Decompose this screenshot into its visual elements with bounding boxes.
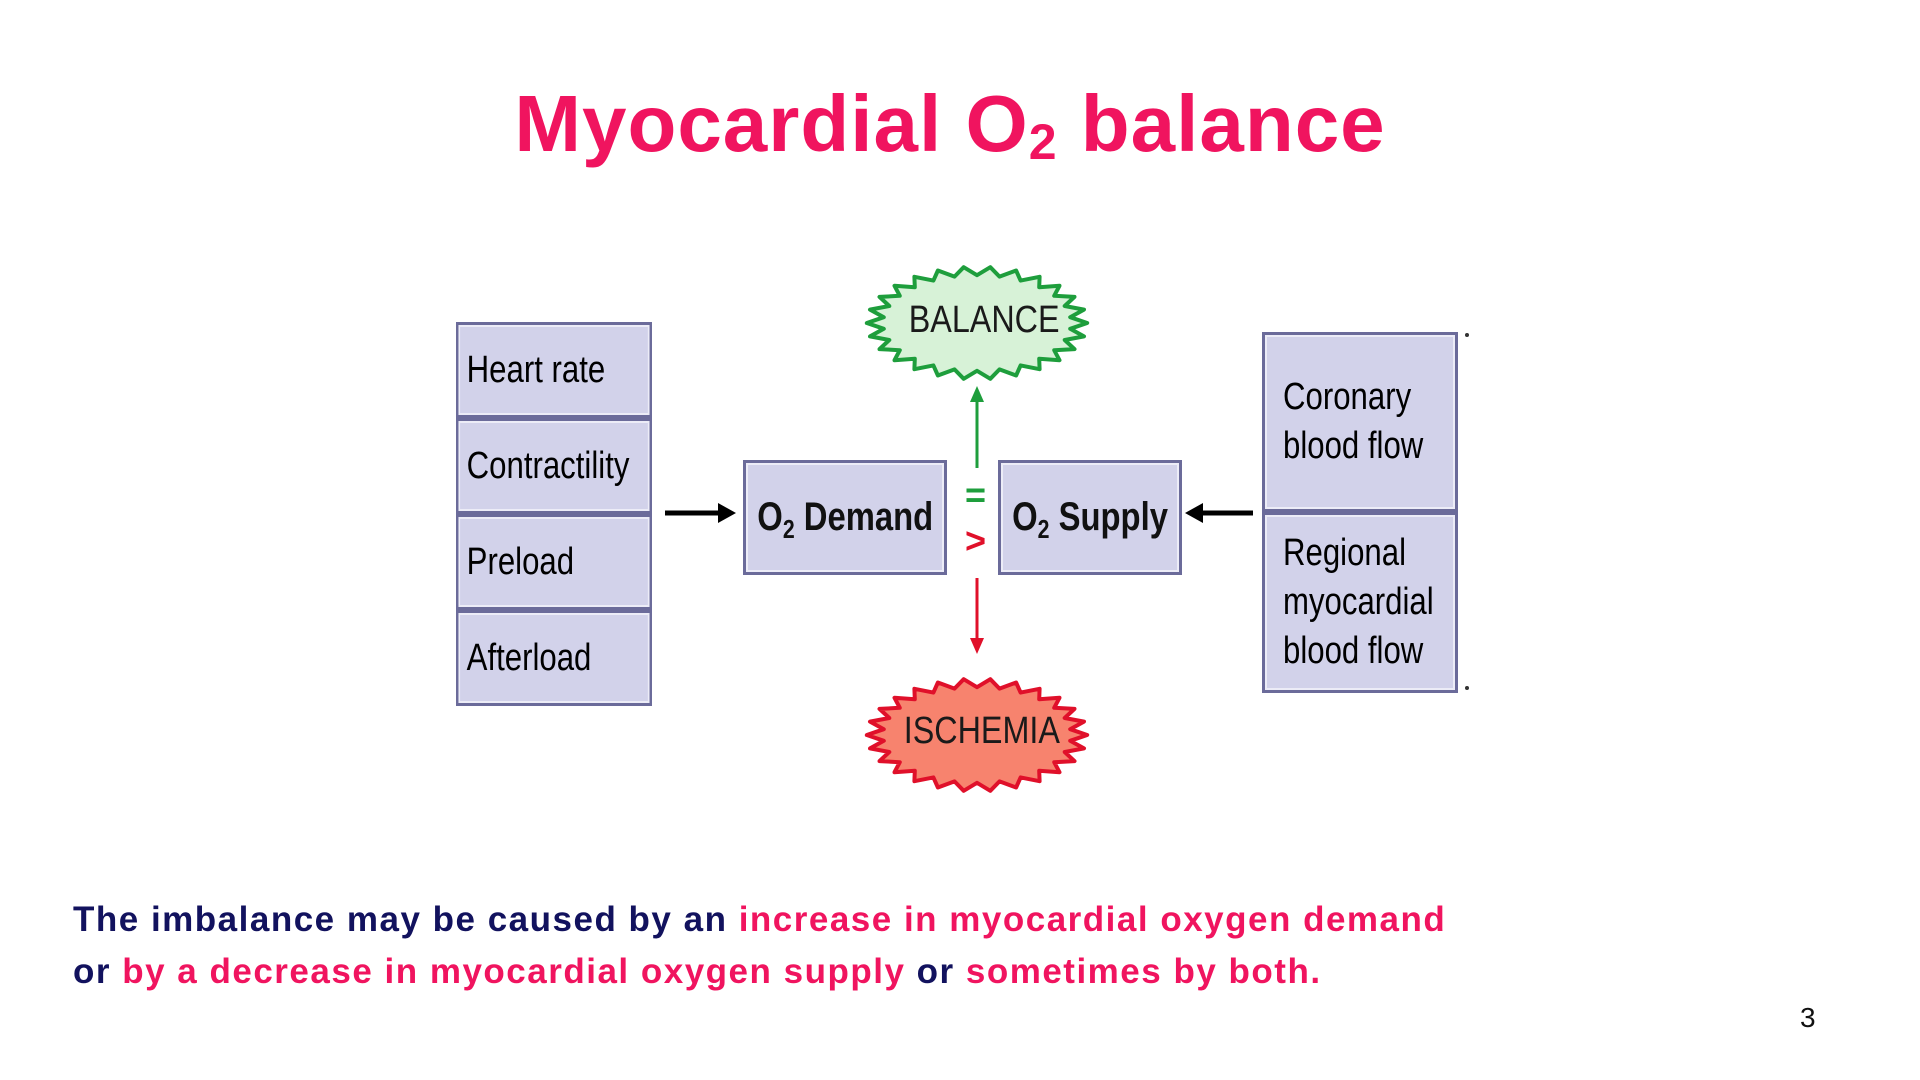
balance-burst [864, 265, 1090, 381]
factor-coronary-blood-flow: Coronary blood flow [1262, 332, 1458, 512]
o2-demand-box: O2 Demand [743, 460, 947, 575]
factor-preload: Preload [456, 514, 652, 610]
demand-arrowhead [718, 503, 736, 523]
page-number: 3 [1800, 1002, 1816, 1033]
footer-part4: by a decrease in myocardial oxygen suppl… [122, 952, 906, 991]
corner-dot [1465, 686, 1469, 690]
o2-supply-box: O2 Supply [998, 460, 1182, 575]
factor-heart-rate: Heart rate [456, 322, 652, 418]
ischemia-arrowhead [970, 638, 984, 654]
greater-than-symbol: > [965, 520, 987, 561]
supply-factors-stack: Coronary blood flow Regional myocardial … [1262, 332, 1458, 693]
footer-text: The imbalance may be caused by an increa… [73, 894, 1873, 998]
balance-label: BALANCE [908, 299, 1060, 341]
footer-part3: or [73, 952, 123, 991]
factor-contractility: Contractility [456, 418, 652, 514]
corner-dot [1465, 333, 1469, 337]
equal-symbol: = [965, 474, 987, 515]
footer-part6: sometimes by both. [965, 952, 1322, 991]
footer-part2: increase in myocardial oxygen demand [738, 900, 1447, 939]
supply-arrowhead [1185, 503, 1203, 523]
ischemia-burst [864, 677, 1090, 793]
footer-part1: The imbalance may be caused by an [73, 900, 739, 939]
factor-regional-myocardial-blood-flow: Regional myocardial blood flow [1262, 512, 1458, 693]
footer-part5: or [905, 952, 966, 991]
ischemia-label: ISCHEMIA [903, 710, 1060, 752]
slide-title: Myocardial O2 balance [514, 79, 1386, 170]
balance-arrowhead [970, 386, 984, 402]
factor-afterload: Afterload [456, 610, 652, 706]
demand-factors-stack: Heart rate Contractility Preload Afterlo… [456, 322, 652, 706]
